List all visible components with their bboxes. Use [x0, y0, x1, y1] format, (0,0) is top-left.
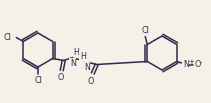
Text: O: O [88, 77, 94, 85]
Text: Cl: Cl [3, 33, 11, 42]
Text: +: + [189, 60, 195, 66]
Text: N: N [84, 63, 90, 71]
Text: Cl: Cl [141, 26, 149, 35]
Text: O: O [58, 74, 64, 83]
Text: N: N [70, 59, 76, 67]
Text: O: O [195, 60, 201, 69]
Text: -: - [199, 60, 202, 66]
Text: N: N [183, 60, 189, 69]
Text: Cl: Cl [34, 76, 42, 85]
Text: H: H [80, 52, 86, 60]
Text: H: H [74, 47, 80, 57]
